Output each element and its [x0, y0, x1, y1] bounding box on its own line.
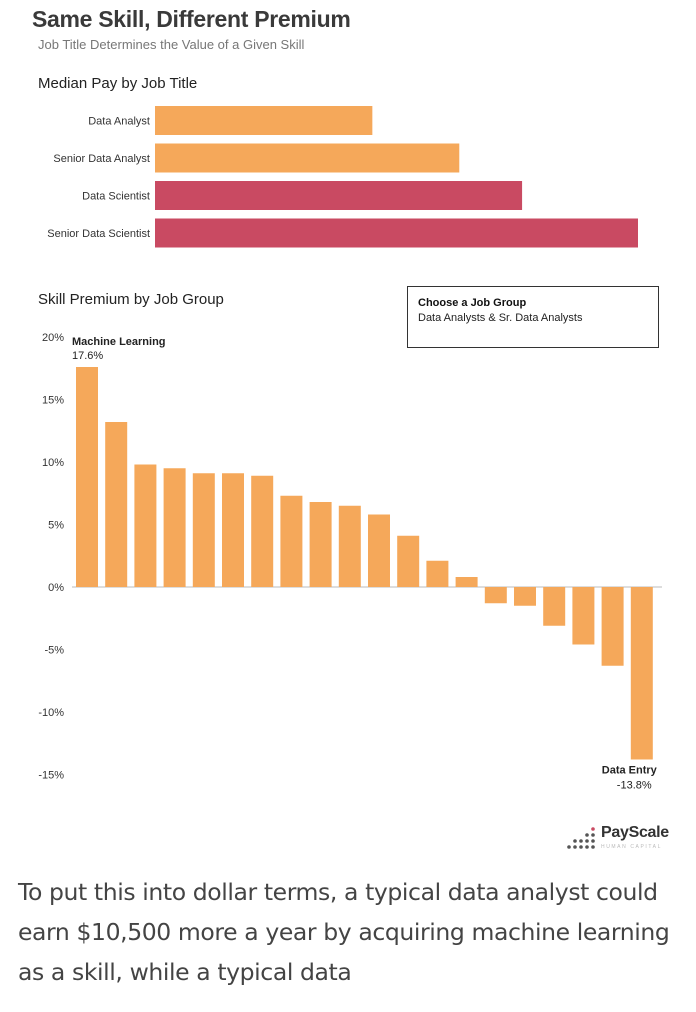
skill-premium-bar — [514, 587, 536, 606]
median-pay-bar — [155, 106, 373, 135]
y-tick-label: -5% — [44, 645, 64, 657]
skill-premium-bar — [426, 560, 449, 587]
article-paragraph: To put this into dollar terms, a typical… — [18, 878, 670, 986]
skill-premium-bar — [309, 502, 332, 587]
logo-name: PayScale — [601, 824, 669, 841]
skill-premium-bar — [251, 475, 274, 587]
y-tick-label: 20% — [42, 332, 64, 344]
y-tick-label: -10% — [38, 707, 64, 719]
median-pay-category-label: Data Scientist — [82, 191, 150, 203]
median-pay-bar — [155, 218, 638, 248]
y-tick-label: -15% — [38, 770, 64, 782]
y-tick-label: 15% — [42, 395, 64, 407]
charts-canvas: Data Analyst Senior Data Analyst Data Scie… — [38, 106, 662, 792]
skill-premium-bar — [572, 587, 595, 645]
skill-premium-bar — [455, 577, 478, 587]
skill-premium-bar — [76, 367, 98, 587]
annotation-label: Data Entry — [602, 765, 658, 777]
skill-premium-bar — [368, 514, 390, 587]
job-group-dropdown[interactable]: Choose a Job Group Data Analysts & Sr. D… — [407, 286, 659, 348]
skill-premium-bar — [338, 505, 361, 587]
skill-premium-bar — [484, 587, 507, 604]
skill-premium-bar — [397, 535, 420, 587]
annotation-label: Machine Learning — [72, 336, 166, 348]
skill-premium-bar — [222, 473, 244, 587]
annotation-value: -13.8% — [617, 780, 652, 792]
median-pay-bar — [155, 143, 460, 173]
annotation-value: 17.6% — [72, 350, 103, 362]
skill-premium-bar — [134, 464, 157, 587]
dropdown-selected-value: Data Analysts & Sr. Data Analysts — [418, 312, 583, 324]
chart-subtitle: Job Title Determines the Value of a Give… — [38, 37, 305, 52]
skill-premium-bar — [163, 468, 186, 587]
median-pay-title: Median Pay by Job Title — [38, 75, 198, 92]
payscale-logo: PayScale HUMAN CAPITAL — [566, 820, 676, 860]
dropdown-label: Choose a Job Group — [418, 297, 527, 309]
median-pay-category-label: Senior Data Analyst — [53, 153, 150, 165]
skill-premium-bar — [105, 422, 128, 587]
median-pay-category-label: Data Analyst — [88, 116, 150, 128]
skill-premium-bar — [601, 587, 624, 666]
skill-premium-bar — [543, 587, 566, 626]
y-tick-label: 10% — [42, 457, 64, 469]
y-tick-label: 5% — [48, 520, 64, 532]
logo-tagline: HUMAN CAPITAL — [601, 844, 662, 850]
median-pay-category-label: Senior Data Scientist — [47, 228, 150, 240]
chart-title: Same Skill, Different Premium — [32, 6, 351, 32]
skill-premium-bar — [630, 587, 653, 760]
y-tick-label: 0% — [48, 582, 64, 594]
skill-premium-bar — [192, 473, 215, 587]
median-pay-bar — [155, 181, 523, 210]
payscale-dots-icon — [567, 827, 595, 849]
skill-premium-bar — [280, 495, 303, 587]
skill-premium-title: Skill Premium by Job Group — [38, 291, 224, 308]
